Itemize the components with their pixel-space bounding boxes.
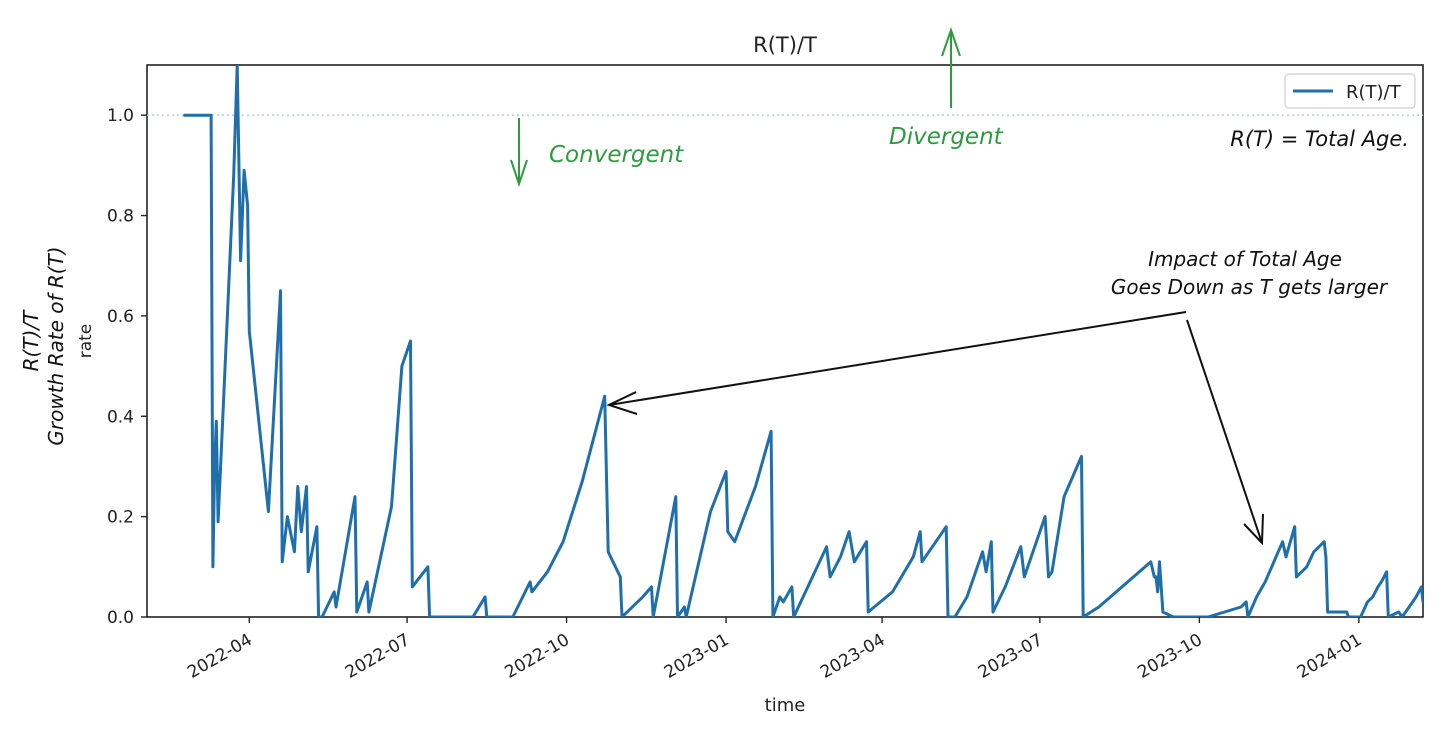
convergent-label: Convergent <box>549 142 684 168</box>
divergent-label: Divergent <box>889 124 1004 150</box>
impact-annotation-line-2: Goes Down as T gets larger <box>1111 275 1389 299</box>
y-axis: 0.0 0.2 0.4 0.6 0.8 1.0 <box>107 106 147 628</box>
y-axis-handwritten-label-1: R(T)/T <box>19 309 43 371</box>
down-arrowhead-icon <box>510 159 528 188</box>
legend-box <box>1284 73 1416 109</box>
y-tick-label: 1.0 <box>107 106 134 126</box>
arrowhead-down-icon <box>1243 513 1264 546</box>
y-axis-handwritten-label-2: Growth Rate of R(T) <box>44 246 68 445</box>
legend: R(T)/T <box>1284 73 1416 109</box>
x-tick-label: 2023-01 <box>661 630 733 683</box>
chart-title: R(T)/T <box>753 33 817 57</box>
series-line-rt-over-t <box>183 65 1423 617</box>
legend-label: R(T)/T <box>1346 82 1402 103</box>
divergent-annotation: Divergent <box>889 26 1004 150</box>
y-tick-label: 0.4 <box>107 407 134 427</box>
x-tick-label: 2024-01 <box>1294 630 1366 683</box>
x-tick-label: 2022-04 <box>184 630 256 683</box>
y-tick-label: 0.6 <box>107 307 134 327</box>
definition-annotation: R(T) = Total Age. <box>1230 127 1409 151</box>
x-tick-label: 2023-10 <box>1134 630 1206 683</box>
arrow-to-2022-10-peak-icon <box>608 311 1187 406</box>
y-tick-label: 0.8 <box>107 207 134 227</box>
y-tick-label: 0.2 <box>107 508 134 528</box>
impact-annotation-line-1: Impact of Total Age <box>1148 247 1342 271</box>
up-arrowhead-icon <box>941 26 961 57</box>
impact-arrows <box>606 311 1264 546</box>
x-axis: 2022-04 2022-07 2022-10 2023-01 2023-04 2023-… <box>184 617 1365 683</box>
x-tick-label: 2022-10 <box>502 630 574 683</box>
y-tick-label: 0.0 <box>107 608 134 628</box>
x-axis-label: time <box>765 695 806 716</box>
convergent-annotation: Convergent <box>510 118 684 188</box>
arrow-to-2023-12-peak-icon <box>1186 319 1263 544</box>
x-tick-label: 2022-07 <box>342 630 414 683</box>
plot-frame <box>146 64 1424 618</box>
x-tick-label: 2023-04 <box>817 630 889 683</box>
y-axis-label: rate <box>76 324 96 359</box>
arrowhead-left-icon <box>606 391 638 415</box>
x-tick-label: 2023-07 <box>975 630 1047 683</box>
